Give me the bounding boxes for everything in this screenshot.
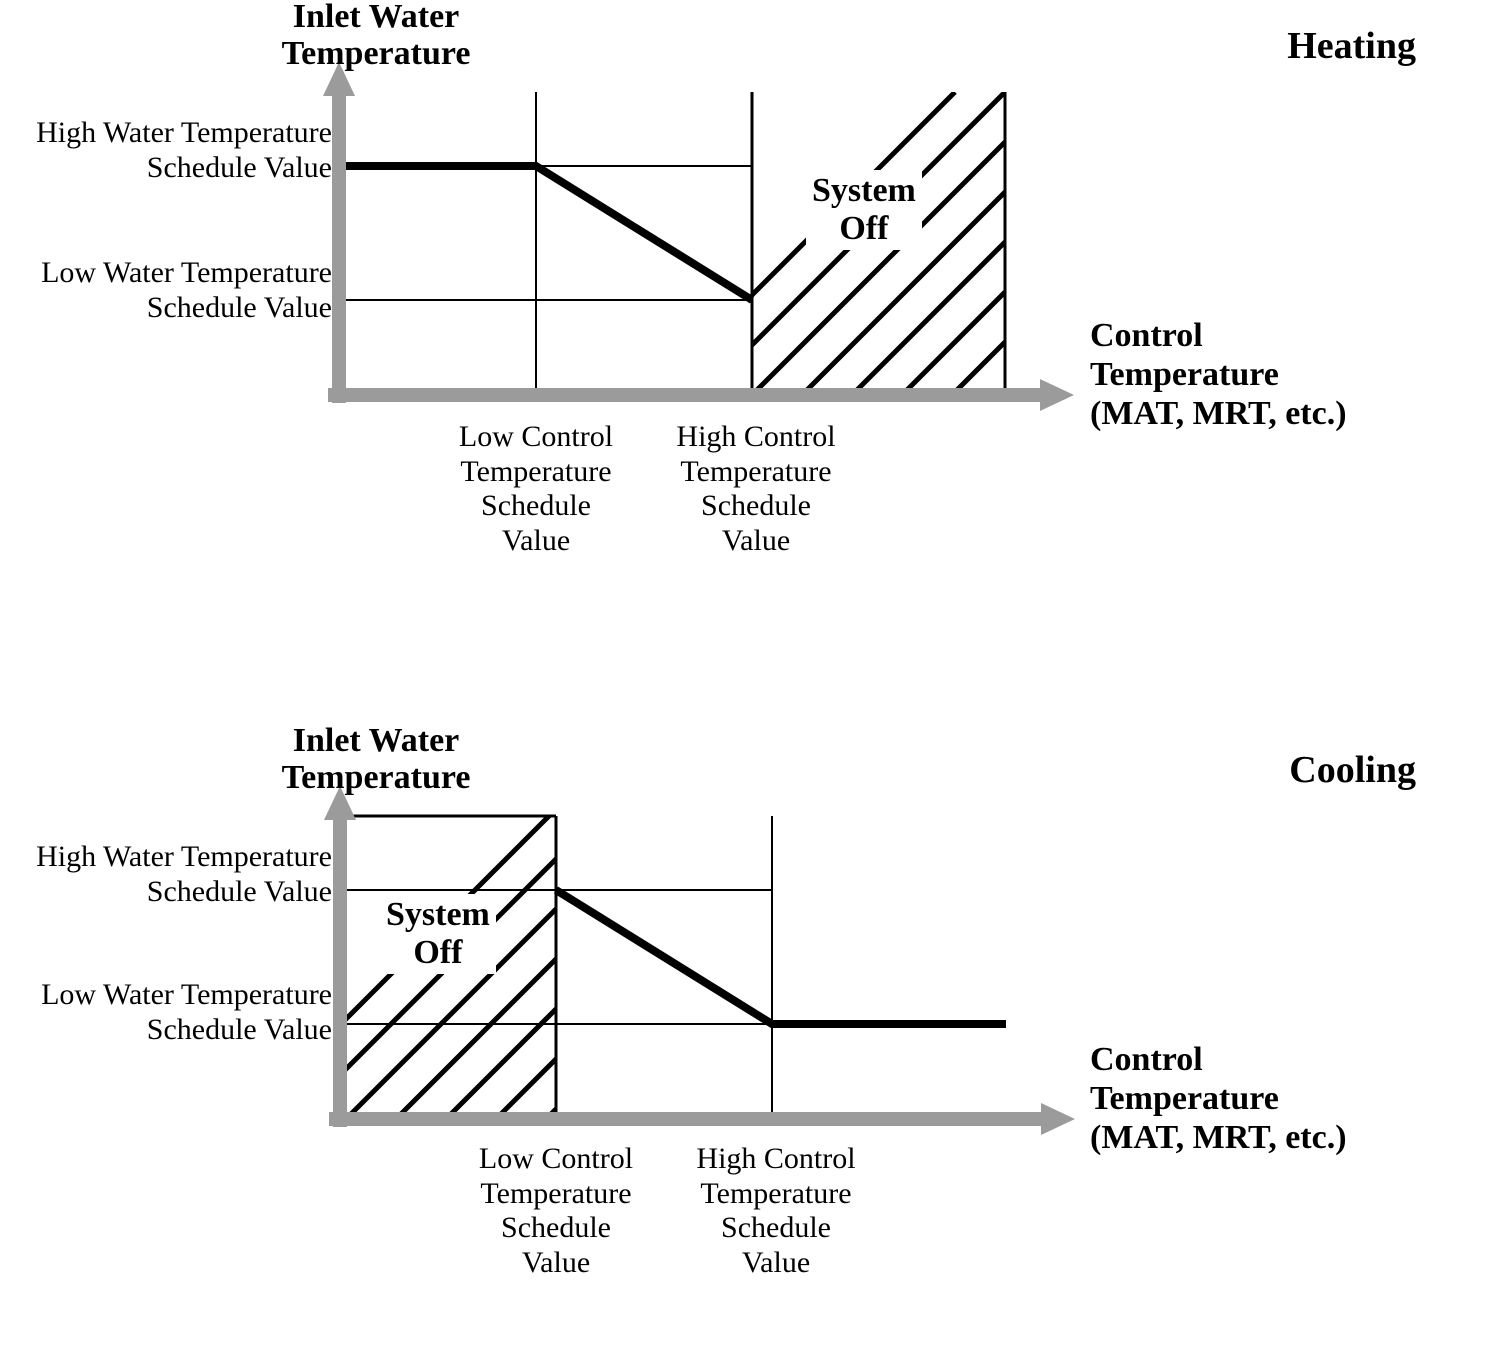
cooling-x-low-label: Low Control Temperature Schedule Value	[456, 1142, 656, 1280]
cooling-mode-label: Cooling	[1289, 748, 1416, 792]
cooling-system-off: System Off	[380, 894, 496, 974]
cooling-x-right-label: Control Temperature (MAT, MRT, etc.)	[1090, 1040, 1347, 1157]
cooling-curve	[556, 890, 1006, 1024]
cooling-x-high-label: High Control Temperature Schedule Value	[676, 1142, 876, 1280]
cooling-y-low-label: Low Water Temperature Schedule Value	[41, 978, 332, 1047]
page-root: Heating Inlet Water Temperature High Wat…	[0, 0, 1506, 1370]
cooling-y-high-label: High Water Temperature Schedule Value	[36, 840, 332, 909]
cooling-y-title: Inlet Water Temperature	[236, 722, 516, 797]
cooling-x-arrowhead	[1041, 1103, 1075, 1135]
